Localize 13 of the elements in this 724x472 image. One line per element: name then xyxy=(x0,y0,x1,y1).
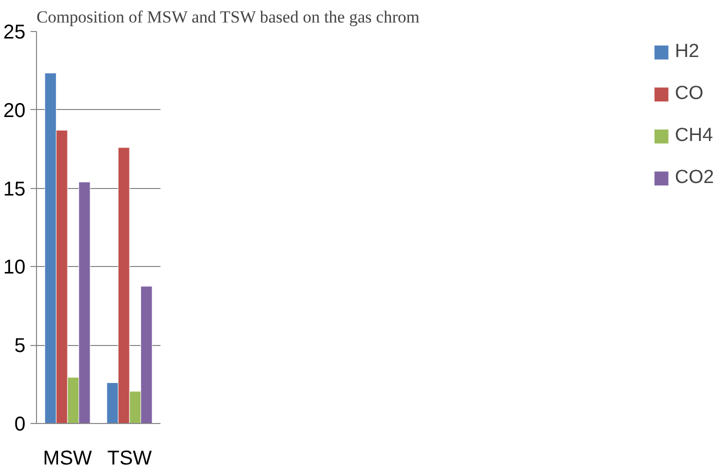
x-tick-label: TSW xyxy=(107,448,152,470)
legend-label: H2 xyxy=(674,41,700,63)
y-tick-label: 5 xyxy=(14,335,26,358)
y-tick-label: 25 xyxy=(3,22,26,44)
legend-label: CO2 xyxy=(674,167,714,189)
legend-label: CO xyxy=(674,83,704,105)
text: Composition of MSW and TSW based on the gas chrom xyxy=(36,8,420,26)
legend-label: CH4 xyxy=(674,125,713,147)
x-tick-label: MSW xyxy=(43,448,92,470)
y-tick-label: 0 xyxy=(14,414,26,436)
y-tick-label: 10 xyxy=(3,256,26,279)
y-tick-label: 20 xyxy=(3,100,26,122)
y-tick-label: 15 xyxy=(3,178,26,200)
